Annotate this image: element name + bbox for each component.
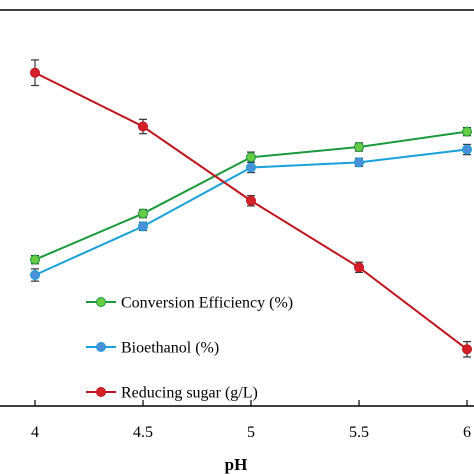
data-point [30, 67, 40, 78]
x-axis-ticks: 4 4.5 5 5.5 6 [31, 400, 471, 441]
x-tick-label: 6 [463, 424, 471, 441]
data-point [138, 121, 148, 132]
x-tick-label: 4.5 [133, 424, 153, 441]
x-tick-label: 4 [31, 424, 39, 441]
data-point [354, 157, 364, 168]
data-point [462, 344, 472, 355]
series-1 [30, 126, 472, 265]
series-layer [30, 59, 472, 358]
legend-swatch-marker [96, 297, 106, 307]
legend-label: Reducing sugar (g/L) [121, 385, 258, 402]
data-point [462, 126, 472, 137]
legend: Conversion Efficiency (%) Bioethanol (%) R… [86, 295, 293, 402]
data-point [138, 221, 148, 232]
plot-frame [0, 9, 474, 407]
data-point [30, 254, 40, 265]
legend-item-3: Reducing sugar (g/L) [86, 385, 258, 402]
legend-swatch-marker [96, 342, 106, 352]
series-3 [30, 59, 472, 358]
data-point [354, 262, 364, 273]
data-point [246, 195, 256, 206]
data-point [246, 162, 256, 173]
legend-label: Bioethanol (%) [121, 340, 219, 357]
legend-item-1: Conversion Efficiency (%) [86, 295, 293, 312]
x-tick-label: 5 [247, 424, 255, 441]
data-point [354, 141, 364, 152]
legend-swatch-marker [96, 387, 106, 397]
legend-label: Conversion Efficiency (%) [121, 295, 293, 312]
x-axis-title: pH [225, 455, 248, 474]
x-tick-label: 5.5 [349, 424, 369, 441]
data-point [138, 208, 148, 219]
data-point [462, 144, 472, 155]
data-point [246, 152, 256, 163]
legend-item-2: Bioethanol (%) [86, 340, 219, 357]
data-point [30, 270, 40, 281]
series-2 [30, 143, 472, 282]
